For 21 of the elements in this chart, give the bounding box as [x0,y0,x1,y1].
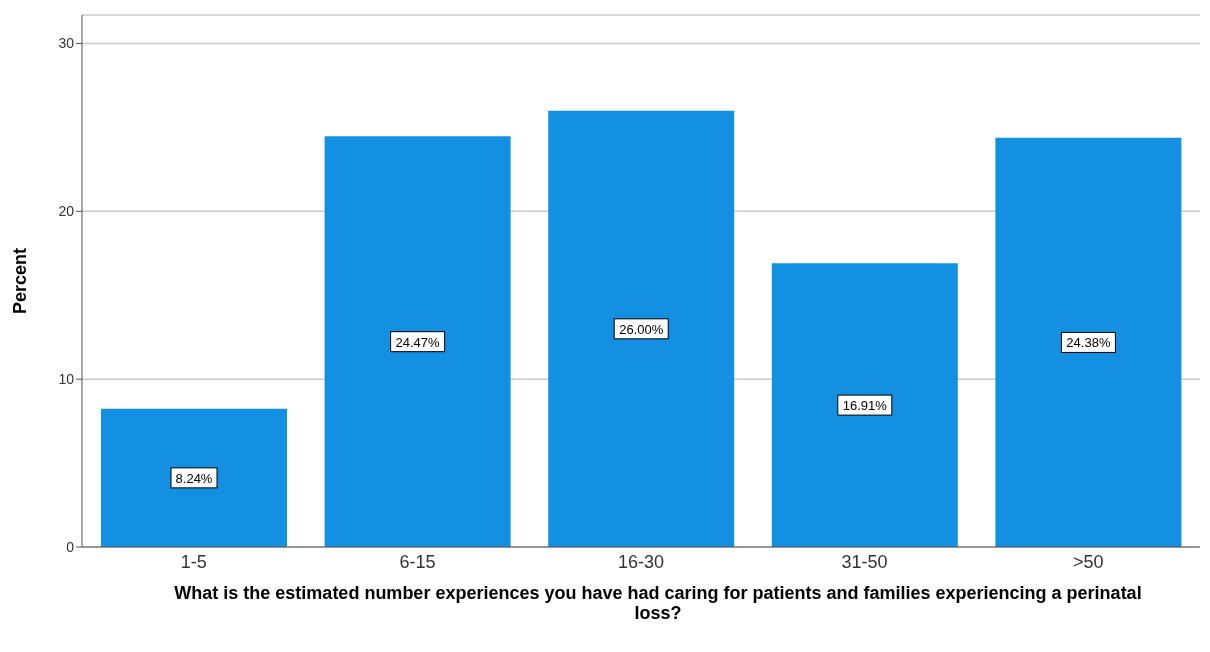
x-tick-label: 6-15 [399,551,436,572]
x-axis-title: What is the estimated number experiences you have had caring for patients and families experiencing a perinatal loss? [173,583,1143,623]
x-tick-label: >50 [1072,551,1104,572]
bar [101,408,288,547]
data-label: 16.91% [842,398,888,414]
data-label: 24.38% [1066,335,1111,351]
x-tick-label: 1-5 [180,551,207,572]
bar [771,263,958,547]
bar [324,136,511,547]
bar [995,137,1182,547]
bar [548,110,735,547]
y-tick-label: 30 [58,35,75,52]
y-tick-label: 10 [58,371,75,388]
x-tick-label: 16-30 [617,551,665,572]
data-label: 26.00% [619,321,664,337]
x-tick-label: 31-50 [841,551,888,572]
data-label: 8.24% [175,470,213,486]
y-tick-label: 20 [58,203,75,220]
data-label: 24.47% [395,334,441,350]
y-axis-title: Percent [10,247,30,315]
y-tick-label: 0 [66,538,75,555]
